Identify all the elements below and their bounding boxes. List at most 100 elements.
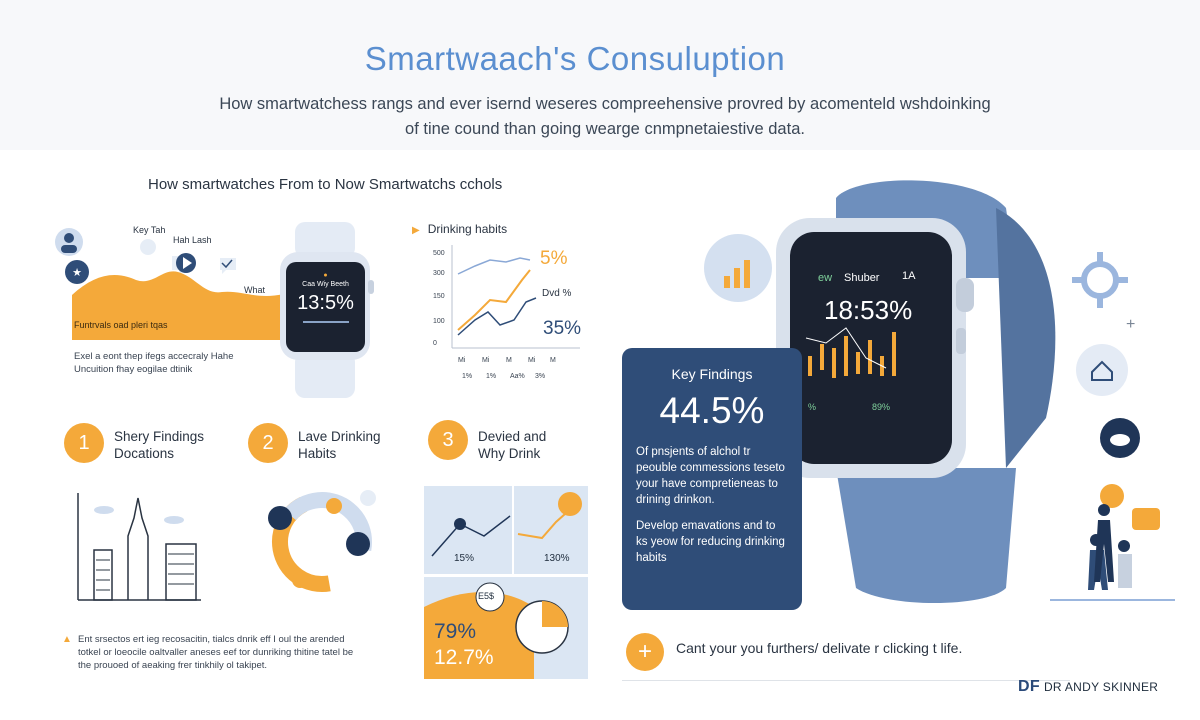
step-3-line-1: Devied and [478, 429, 547, 444]
people-illustration [1050, 484, 1175, 601]
key-findings-card: Key Findings 44.5% Of pnsjents of alchol… [622, 348, 802, 610]
key-findings-paragraph-1: Of pnsjents of alchol tr peouble commess… [636, 446, 785, 506]
x-tick: Mi [528, 357, 536, 364]
cloud-icon [94, 506, 114, 514]
tower-bar [127, 497, 149, 600]
donut-chart [268, 490, 376, 592]
series-navy [457, 297, 537, 336]
step-2-line-1: Lave Drinking [298, 429, 381, 444]
step-3-line-2: Why Drink [478, 446, 541, 461]
watch-strap-bottom [836, 468, 1016, 603]
x-tick: 3% [535, 373, 545, 380]
callout-hah-lash: Hah Lash [173, 235, 212, 245]
key-findings-value: 44.5% [659, 390, 765, 431]
gift-icon [558, 492, 582, 516]
bottom-line-2: totkel or loeocile oaltvaller aneses eef… [78, 647, 354, 658]
drinking-chart-title: Drinking habits [427, 222, 508, 236]
tile-2-value: 130% [544, 553, 570, 564]
key-findings-paragraph-2: Develop emavations and to ks yeow for re… [636, 520, 785, 564]
brand: DF DR ANDY SKINNER [1018, 678, 1158, 696]
area-fill [72, 271, 284, 340]
y-tick: 500 [433, 250, 445, 257]
watch-status-right: 1A [902, 270, 916, 282]
plus-icon: + [1126, 316, 1136, 333]
subtitle-line-2: of tine cound than going wearge cnmpneta… [405, 120, 805, 138]
svg-text:★: ★ [72, 267, 82, 279]
cloud-chat-icon [1100, 418, 1140, 458]
brand-logo: DF [1018, 678, 1040, 695]
check-icon [140, 239, 156, 255]
y-tick: 100 [433, 318, 445, 325]
step-1-number: 1 [64, 423, 104, 463]
big-watch-graphic [704, 180, 1056, 603]
tile-line-2-chart [517, 492, 582, 540]
step-1-line-2: Docations [114, 446, 175, 461]
step-2-number: 2 [248, 423, 288, 463]
watch-time: 18:53% [824, 295, 913, 325]
cta-divider [622, 680, 1070, 681]
home-icon [1076, 344, 1128, 396]
x-tick: Mi [482, 357, 490, 364]
x-tick: M [550, 357, 556, 364]
series-orange [457, 269, 531, 331]
x-tick: Mi [458, 357, 466, 364]
arrow-right-icon: ▶ [412, 225, 420, 236]
drinking-label-low: 35% [543, 318, 582, 339]
header-band [0, 0, 1200, 150]
pin-icon [292, 572, 308, 588]
watch-bottom-left: % [808, 402, 817, 412]
drinking-label-top: 5% [540, 248, 568, 269]
step-1-line-1: Shery Findings [114, 429, 205, 444]
star-icon [65, 260, 89, 284]
small-watch-screen: ● Caa Wiy Beeth 13:5% [286, 262, 365, 352]
drinking-chart-title-row: ▶ Drinking habits [412, 222, 507, 236]
add-button[interactable]: + [626, 633, 664, 671]
watch-status-left: ew [818, 272, 833, 284]
callout-what: What [244, 285, 266, 295]
building-bar [165, 543, 197, 601]
left-chart-caption: Exel a eont thep ifegs accecraly Hahe Un… [74, 350, 233, 376]
y-tick: 300 [433, 270, 445, 277]
watch-indicator-icon: ● [323, 272, 328, 279]
subtitle-line-1: How smartwatchess rangs and ever isernd … [219, 95, 991, 113]
bottom-line-1: Ent srsectos ert ieg recosacitin, tialcs… [78, 634, 345, 645]
cloud-icon [164, 516, 184, 524]
section-heading: How smartwatches From to Now Smartwatchs… [148, 176, 503, 193]
building-bar [93, 549, 113, 601]
tile-3-value-2: 12.7% [434, 646, 494, 669]
small-watch-value: 13:5% [297, 292, 354, 314]
x-tick: M [506, 357, 512, 364]
gear-icon [1072, 252, 1128, 308]
bottom-line-3: the prouoed of aeaking frer tinkhily ol … [78, 660, 268, 671]
watch-crown [956, 278, 974, 312]
brand-name: DR ANDY SKINNER [1043, 680, 1159, 694]
small-watch-header: Caa Wiy Beeth [302, 281, 349, 288]
caption-line-1: Exel a eont thep ifegs accecraly Hahe [74, 351, 234, 362]
step-2-line-2: Habits [298, 446, 337, 461]
page-title: Smartwaach's Consuluption [364, 40, 786, 77]
area-label: Funtrvals oad pleri tqas [74, 320, 168, 330]
step-3-label: Devied and Why Drink [478, 428, 546, 462]
bag-icon [326, 498, 342, 514]
bottle-icon [346, 532, 370, 556]
tile-line-1 [424, 486, 512, 574]
step-1-label: Shery Findings Docations [114, 428, 204, 462]
drinking-line-chart: 500 300 150 100 0 Mi Mi M Mi M 1% 1% Aa%… [433, 245, 580, 380]
area-chart-illustration: ★ [55, 228, 284, 340]
thumb-icon [360, 490, 376, 506]
key-findings-title: Key Findings [671, 366, 753, 382]
y-tick: 150 [433, 293, 445, 300]
bottom-paragraph: Ent srsectos ert ieg recosacitin, tialcs… [78, 633, 353, 672]
y-tick: 0 [433, 340, 437, 347]
tile-3-badge: E5$ [478, 591, 495, 601]
drinking-label-mid: Dvd % [542, 288, 572, 299]
step-3-number: 3 [428, 420, 468, 460]
step-2-label: Lave Drinking Habits [298, 428, 381, 462]
callout-key-tah: Key Tah [133, 225, 166, 235]
caption-line-2: Uncuition fhay eogilae dtinik [74, 364, 193, 375]
x-tick: 1% [486, 373, 496, 380]
cta-text[interactable]: Cant your you furthers/ delivate r click… [676, 640, 963, 656]
watch-status-mid: Shuber [844, 272, 880, 284]
page-subtitle: How smartwatchess rangs and ever isernd … [150, 92, 1060, 142]
tile-line-1-chart [431, 515, 511, 557]
